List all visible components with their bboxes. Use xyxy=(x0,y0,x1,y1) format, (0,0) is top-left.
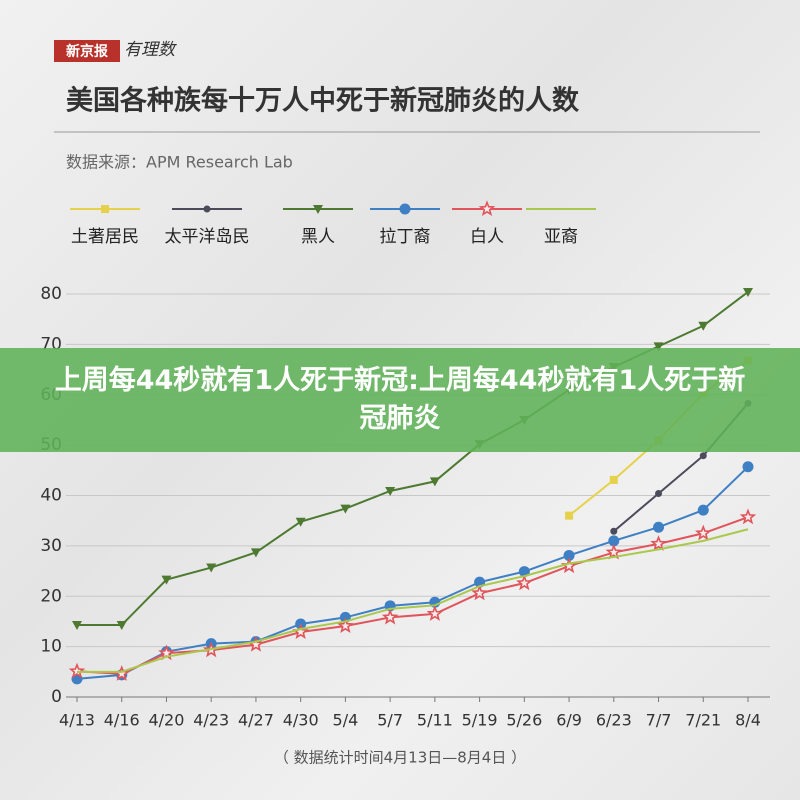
x-tick-label: 5/4 xyxy=(333,711,359,730)
marker xyxy=(653,342,664,352)
marker xyxy=(697,504,709,516)
logo-box xyxy=(54,40,120,62)
marker xyxy=(563,549,575,561)
marker xyxy=(203,205,211,213)
x-tick-label: 6/9 xyxy=(556,711,582,730)
marker xyxy=(313,205,323,214)
y-tick-label: 20 xyxy=(40,586,62,606)
x-tick-label: 8/4 xyxy=(735,711,761,730)
x-tick-label: 7/7 xyxy=(646,711,672,730)
note: （ 数据统计时间4月13日—8月4日 ） xyxy=(274,749,526,767)
marker xyxy=(694,524,712,541)
marker xyxy=(743,287,753,297)
marker xyxy=(337,617,354,634)
marker xyxy=(385,486,396,496)
legend-label: 亚裔 xyxy=(544,227,578,247)
banner: 上周每44秒就有1人死于新冠:上周每44秒就有1人死于新冠肺炎 xyxy=(0,348,800,452)
marker xyxy=(116,620,127,630)
legend-label: 土著居民 xyxy=(71,227,139,247)
marker xyxy=(101,205,109,213)
marker xyxy=(381,608,399,625)
marker xyxy=(471,584,488,601)
series-line xyxy=(76,466,749,680)
x-tick-label: 4/27 xyxy=(238,711,274,730)
x-tick-label: 4/16 xyxy=(104,711,140,730)
chart-title: 美国各种族每十万人中死于新冠肺炎的人数 xyxy=(66,85,580,117)
marker xyxy=(605,543,623,560)
marker xyxy=(699,452,707,460)
series-line xyxy=(77,528,749,673)
series-line xyxy=(77,291,749,626)
marker xyxy=(516,574,533,591)
legend-label: 白人 xyxy=(470,227,504,247)
logo-column: 有理数 xyxy=(124,40,177,60)
y-tick-label: 0 xyxy=(51,687,62,707)
marker xyxy=(250,548,261,558)
banner-text: 上周每44秒就有1人死于新冠:上周每44秒就有1人死于新冠肺炎 xyxy=(54,365,746,434)
marker xyxy=(653,521,665,533)
x-tick-label: 5/19 xyxy=(462,711,498,730)
marker xyxy=(610,527,618,535)
marker xyxy=(655,489,663,497)
x-tick-label: 4/13 xyxy=(59,711,95,730)
marker xyxy=(68,662,86,679)
x-tick-label: 5/7 xyxy=(377,711,403,730)
marker xyxy=(608,535,620,547)
marker xyxy=(742,461,754,473)
x-tick-label: 4/30 xyxy=(283,711,319,730)
marker xyxy=(206,563,217,573)
x-tick-label: 6/23 xyxy=(596,711,632,730)
y-tick-label: 30 xyxy=(40,536,62,556)
series-line xyxy=(76,516,749,675)
subtitle: 数据来源：APM Research Lab xyxy=(66,153,293,172)
marker xyxy=(565,511,574,520)
y-tick-label: 80 xyxy=(40,284,62,304)
marker xyxy=(399,203,411,215)
x-tick-label: 5/26 xyxy=(506,711,542,730)
marker xyxy=(739,508,757,525)
logo-brand: 新京报 xyxy=(66,43,108,60)
x-tick-label: 7/21 xyxy=(685,711,721,730)
legend-label: 太平洋岛民 xyxy=(165,227,250,247)
x-tick-label: 4/20 xyxy=(148,711,184,730)
legend-label: 拉丁裔 xyxy=(380,227,431,247)
y-tick-label: 10 xyxy=(40,637,62,657)
marker xyxy=(340,504,351,514)
marker xyxy=(72,620,82,630)
x-tick-label: 5/11 xyxy=(417,711,453,730)
marker xyxy=(698,321,709,331)
marker xyxy=(295,517,306,527)
marker xyxy=(161,575,172,585)
marker xyxy=(650,535,667,551)
marker xyxy=(609,475,618,484)
marker xyxy=(478,200,496,217)
marker xyxy=(426,605,444,621)
y-tick-label: 40 xyxy=(40,486,62,506)
legend-label: 黑人 xyxy=(301,227,335,247)
x-tick-label: 4/23 xyxy=(193,711,229,730)
marker xyxy=(429,477,440,487)
